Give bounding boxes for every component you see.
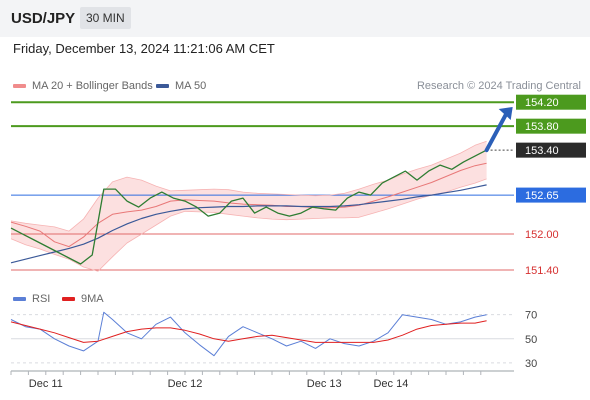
- level-label-5: 151.40: [525, 265, 559, 277]
- timeframe-button[interactable]: 30 MIN: [80, 7, 131, 29]
- rsi-line: [10, 311, 487, 357]
- legend-rsi-ma-label: 9MA: [81, 293, 104, 305]
- forecast-arrow-shaft: [484, 110, 509, 153]
- legend-rsi-ma: 9MA: [62, 293, 104, 305]
- rsi-tick-label: 70: [525, 310, 537, 322]
- price-line: [10, 149, 487, 265]
- legend-ma50-label: MA 50: [175, 80, 207, 92]
- bollinger-upper-line: [10, 140, 487, 232]
- rsi-ma-line: [10, 320, 487, 343]
- level-label-0: 154.20: [525, 97, 559, 109]
- top-bar: USD/JPY 30 MIN: [0, 0, 590, 37]
- level-tag-0: [516, 94, 586, 110]
- legend-rsi-ma-swatch: [62, 297, 75, 302]
- legend-ma50-swatch: [156, 84, 169, 89]
- x-tick-label-3: Dec 14: [373, 378, 408, 390]
- level-tag-2: [516, 142, 586, 158]
- rsi-tick-label: 30: [525, 358, 537, 370]
- rsi-tick-label: 50: [525, 334, 537, 346]
- timestamp: Friday, December 13, 2024 11:21:06 AM CE…: [13, 41, 275, 56]
- legend-ma20-label: MA 20 + Bollinger Bands: [32, 80, 153, 92]
- symbol-title: USD/JPY: [11, 10, 76, 27]
- level-label-4: 152.00: [525, 229, 559, 241]
- legend-ma20-swatch: [13, 84, 26, 89]
- level-label-1: 153.80: [525, 121, 559, 133]
- level-tag-1: [516, 118, 586, 134]
- credit-text: Research © 2024 Trading Central: [416, 80, 581, 92]
- legend-ma50: MA 50: [156, 80, 206, 92]
- forecast-arrow-head: [498, 106, 513, 120]
- legend-ma20: MA 20 + Bollinger Bands: [13, 80, 153, 92]
- level-label-3: 152.65: [525, 190, 559, 202]
- x-tick-label-1: Dec 12: [168, 378, 203, 390]
- ma50-line: [10, 184, 487, 264]
- legend-rsi-swatch: [13, 297, 26, 302]
- ma20-line: [10, 162, 487, 248]
- x-tick-label-0: Dec 11: [29, 378, 63, 390]
- level-tag-3: [516, 187, 586, 203]
- legend-rsi-label: RSI: [32, 293, 51, 305]
- legend-rsi: RSI: [13, 293, 50, 305]
- x-tick-label-2: Dec 13: [307, 378, 342, 390]
- bollinger-lower-line: [10, 178, 487, 272]
- level-label-2: 153.40: [525, 145, 559, 157]
